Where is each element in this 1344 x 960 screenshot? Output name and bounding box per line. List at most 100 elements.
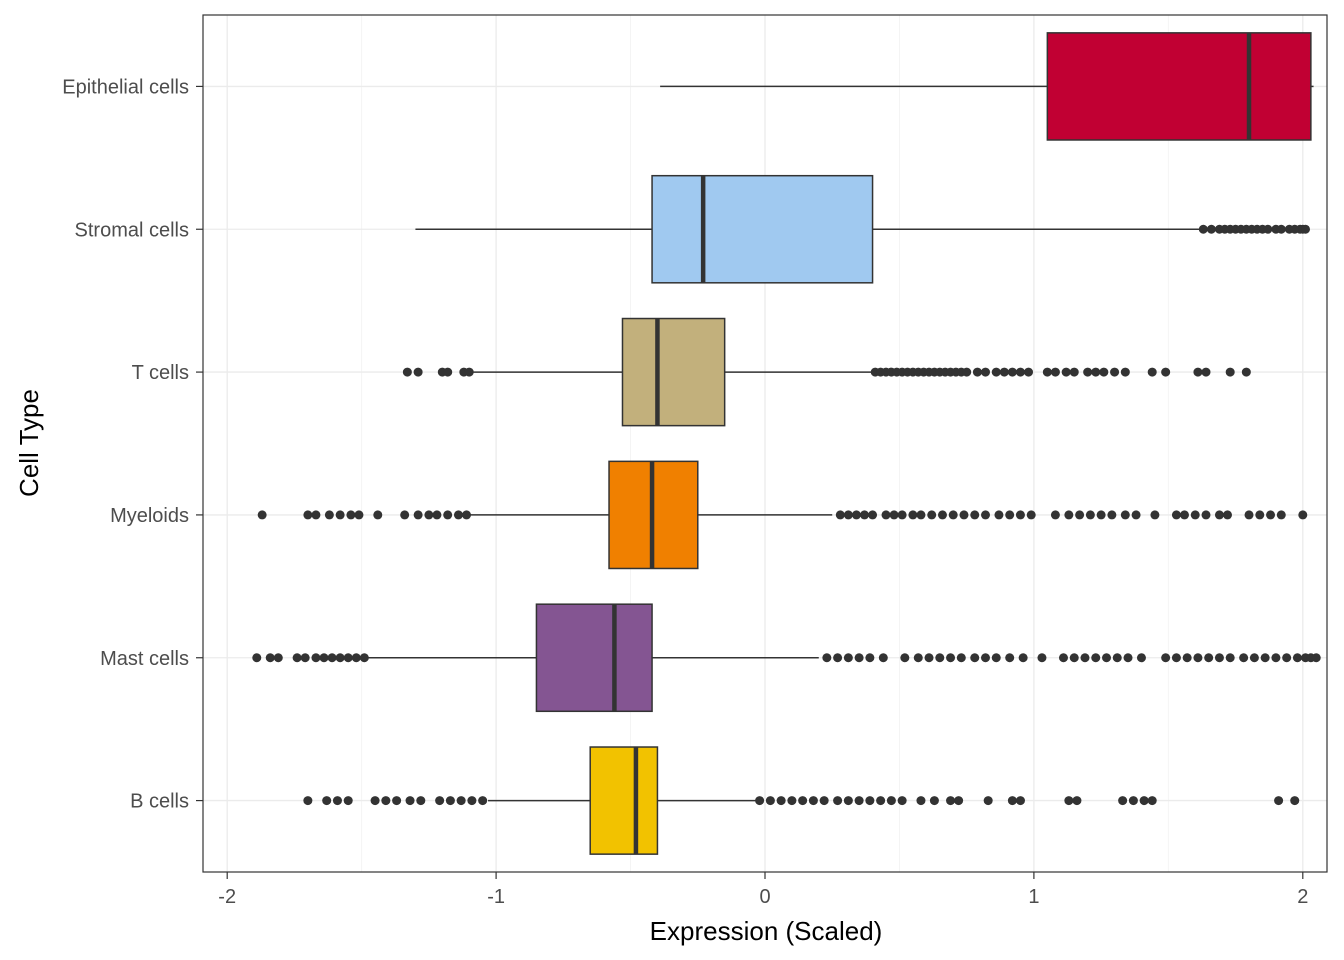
outlier-point [1198,224,1208,234]
outlier-point [467,796,477,806]
outlier-point [913,653,923,663]
outlier-point [1005,653,1015,663]
outlier-point [1018,653,1028,663]
outlier-point [1150,510,1160,520]
outlier-point [776,796,786,806]
outlier-point [1015,367,1025,377]
outlier-point [948,510,958,520]
outlier-point [416,796,426,806]
outlier-point [1190,510,1200,520]
outlier-point [402,367,412,377]
outlier-point [292,653,302,663]
outlier-point [327,653,337,663]
outlier-point [916,510,926,520]
outlier-point [798,796,808,806]
outlier-point [819,796,829,806]
outlier-point [843,510,853,520]
outlier-point [833,796,843,806]
outlier-point [1005,510,1015,520]
outlier-point [443,367,453,377]
outlier-point [265,653,275,663]
outlier-point [373,510,383,520]
x-tick-label: -2 [218,886,236,908]
box-iqr [535,603,653,713]
outlier-point [1058,653,1068,663]
x-tick-label: -1 [487,886,505,908]
outlier-point [1282,653,1292,663]
y-tick-label: Stromal cells [75,219,189,241]
outlier-point [432,510,442,520]
outlier-point [1085,510,1095,520]
box-stromal-cells [415,174,1310,284]
outlier-point [937,510,947,520]
outlier-point [900,653,910,663]
y-tick-label: B cells [130,791,189,813]
x-tick-label: 2 [1297,886,1308,908]
outlier-point [351,653,361,663]
outlier-point [962,367,972,377]
outlier-point [1239,653,1249,663]
x-axis: -2 -1 0 1 2 [218,872,1308,908]
outlier-point [413,367,423,377]
outlier-point [464,367,474,377]
outlier-point [1201,367,1211,377]
outlier-point [443,510,453,520]
box-b-cells [303,746,1300,855]
outlier-point [1311,653,1321,663]
outlier-point [1123,653,1133,663]
outlier-point [897,510,907,520]
outlier-point [322,796,332,806]
outlier-point [392,796,402,806]
outlier-point [343,796,353,806]
outlier-point [1171,653,1181,663]
box-iqr [589,746,659,855]
outlier-point [335,653,345,663]
outlier-point [851,510,861,520]
outlier-point [865,796,875,806]
outlier-point [881,510,891,520]
outlier-point [335,510,345,520]
outlier-point [970,653,980,663]
outlier-point [300,653,310,663]
outlier-point [303,796,313,806]
outlier-point [833,653,843,663]
outlier-point [1083,367,1093,377]
outlier-point [954,796,964,806]
outlier-point [935,653,945,663]
outlier-point [999,367,1009,377]
outlier-point [1096,510,1106,520]
outlier-point [1128,796,1138,806]
outlier-point [1072,796,1082,806]
box-t-cells [402,317,1251,427]
y-axis: Epithelial cells Stromal cells T cells Myel… [62,76,203,813]
outlier-point [1255,510,1265,520]
outlier-point [843,796,853,806]
outlier-point [273,653,283,663]
outlier-point [991,367,1001,377]
x-tick-label: 1 [1028,886,1039,908]
outlier-point [755,796,765,806]
outlier-point [1120,510,1130,520]
outlier-point [889,510,899,520]
outlier-point [854,653,864,663]
outlier-point [1139,796,1149,806]
outlier-point [1026,510,1036,520]
outlier-point [980,653,990,663]
outlier-point [1214,510,1224,520]
outlier-point [1179,510,1189,520]
outlier-point [1263,224,1273,234]
outlier-point [1225,367,1235,377]
outlier-point [1037,653,1047,663]
outlier-point [1292,653,1302,663]
box-iqr [651,174,874,284]
outlier-point [927,510,937,520]
outlier-point [854,796,864,806]
outlier-point [1223,510,1233,520]
outlier-point [319,653,329,663]
outlier-point [1120,367,1130,377]
box-series [252,32,1321,855]
outlier-point [370,796,380,806]
outlier-point [1201,510,1211,520]
outlier-point [324,510,334,520]
outlier-point [1091,367,1101,377]
